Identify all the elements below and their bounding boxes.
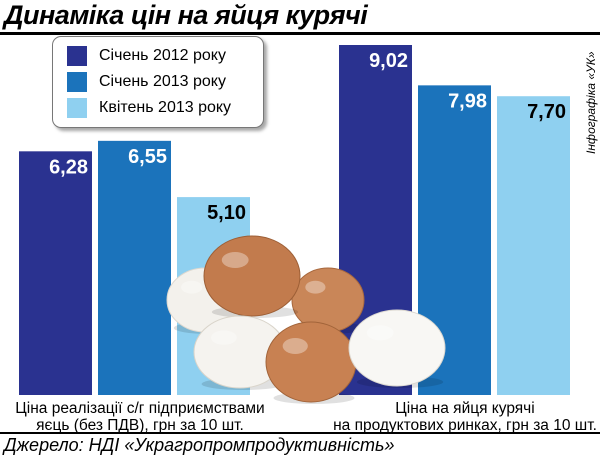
title-rule	[0, 32, 600, 35]
value-label-s1-c1: 7,98	[448, 90, 487, 112]
value-label-s0-c1: 9,02	[369, 50, 408, 72]
value-label-s2-c0: 5,10	[207, 202, 246, 224]
category-label-0: Ціна реалізації с/г підприємствами яєць …	[0, 400, 280, 434]
legend-swatch-0	[67, 46, 87, 66]
legend-swatch-2	[67, 98, 87, 118]
egg-illustration	[203, 235, 301, 317]
egg-highlight	[282, 338, 308, 354]
legend-item-0: Січень 2012 року	[67, 43, 263, 69]
category-label-1-line-2: на продуктових ринках, грн за 10 шт.	[333, 417, 597, 434]
infographic-credit: Інфографіка «УК»	[584, 51, 598, 154]
value-label-s2-c1: 7,70	[527, 101, 566, 123]
source-rule	[0, 432, 600, 434]
legend-label-0: Січень 2012 року	[99, 47, 226, 64]
egg-highlight	[305, 280, 326, 294]
egg-highlight	[221, 252, 249, 268]
egg-highlight	[211, 330, 237, 345]
category-label-0-line-1: Ціна реалізації с/г підприємствами	[15, 400, 265, 417]
chart-title: Динаміка цін на яйця курячі	[4, 0, 368, 30]
category-label-0-line-2: яєць (без ПДВ), грн за 10 шт.	[36, 417, 244, 434]
egg-highlight	[366, 325, 394, 341]
source-note: Джерело: НДІ «Украгропромпродуктивність»	[4, 435, 395, 455]
value-label-s0-c0: 6,28	[49, 156, 88, 178]
category-label-1: Ціна на яйця курячі на продуктових ринка…	[330, 400, 600, 434]
legend-swatch-1	[67, 72, 87, 92]
legend-item-2: Квітень 2013 року	[67, 95, 263, 121]
category-label-1-line-1: Ціна на яйця курячі	[395, 400, 535, 417]
legend-label-2: Квітень 2013 року	[99, 99, 232, 116]
egg-illustration	[348, 309, 446, 387]
legend-label-1: Січень 2013 року	[99, 73, 226, 90]
egg-highlight	[181, 280, 203, 294]
bar-s1-c0	[98, 140, 171, 395]
value-label-s1-c0: 6,55	[128, 146, 167, 168]
legend-item-1: Січень 2013 року	[67, 69, 263, 95]
egg-illustration	[265, 321, 357, 403]
legend: Січень 2012 року Січень 2013 року Квітен…	[52, 36, 264, 128]
bar-s0-c0	[19, 151, 92, 395]
bar-s2-c1	[497, 96, 570, 395]
